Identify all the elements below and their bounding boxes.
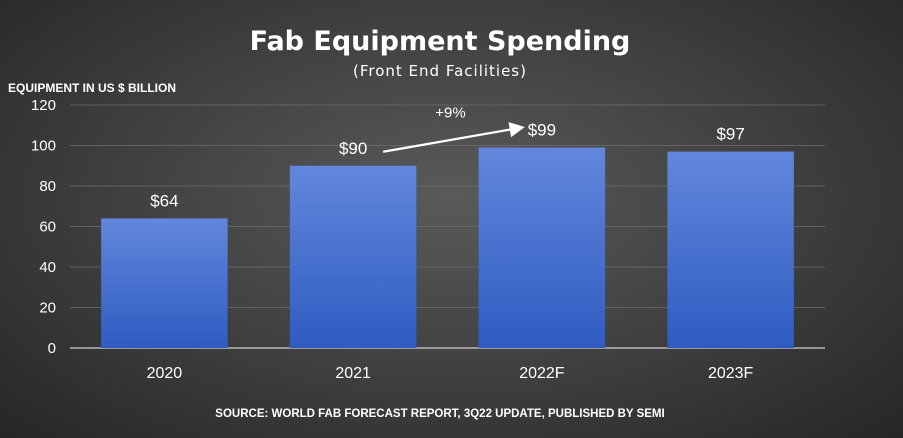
chart-title: Fab Equipment Spending xyxy=(250,26,631,57)
growth-label: +9% xyxy=(435,105,465,122)
y-axis-label: EQUIPMENT IN US $ BILLION xyxy=(8,81,176,95)
y-tick-label: 0 xyxy=(48,340,56,357)
data-label: $99 xyxy=(528,121,556,140)
chart-subtitle: (Front End Facilities) xyxy=(353,62,527,80)
bar-2021 xyxy=(289,165,417,348)
x-tick-label: 2020 xyxy=(147,365,183,382)
growth-arrow xyxy=(382,122,525,153)
source-note: SOURCE: WORLD FAB FORECAST REPORT, 3Q22 … xyxy=(215,408,664,420)
y-axis-ticks: 0 20 40 60 80 100 120 xyxy=(31,97,56,357)
bars xyxy=(101,147,794,348)
y-tick-label: 120 xyxy=(31,97,56,114)
data-label: $97 xyxy=(716,125,744,144)
y-tick-label: 100 xyxy=(31,138,56,155)
y-tick-label: 20 xyxy=(39,300,56,317)
x-tick-label: 2021 xyxy=(335,365,371,382)
data-label: $90 xyxy=(339,139,367,158)
y-tick-label: 40 xyxy=(39,259,56,276)
data-label: $64 xyxy=(150,191,178,210)
y-tick-label: 60 xyxy=(39,219,56,236)
data-labels: $64 $90 $99 $97 xyxy=(150,121,745,211)
x-tick-label: 2022F xyxy=(519,365,565,382)
bar-2023F xyxy=(667,151,794,348)
x-axis-ticks: 2020 2021 2022F 2023F xyxy=(147,365,754,382)
x-tick-label: 2023F xyxy=(708,365,754,382)
growth-annotation: +9% xyxy=(382,105,525,153)
bar-2020 xyxy=(101,218,228,348)
bar-2022F xyxy=(478,147,606,348)
y-tick-label: 80 xyxy=(39,178,56,195)
